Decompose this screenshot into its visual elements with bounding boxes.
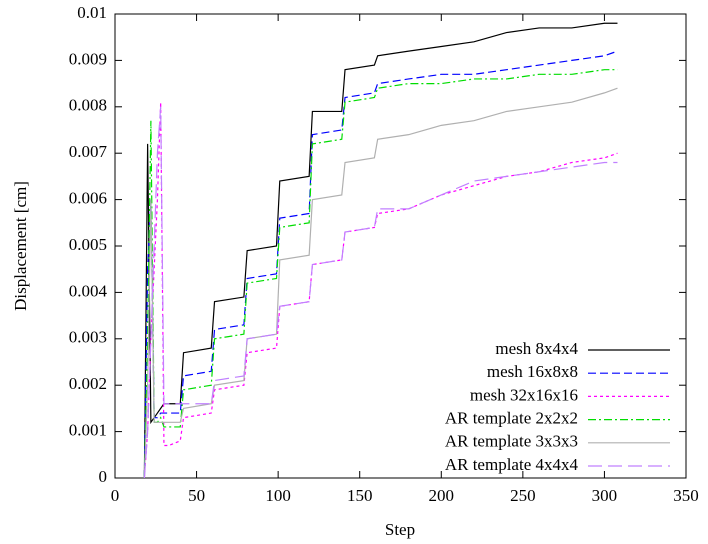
legend-label: AR template 3x3x3 (445, 432, 578, 451)
x-tick-label: 300 (592, 486, 618, 505)
series-line (143, 69, 618, 479)
x-axis-label: Step (385, 520, 415, 539)
series-line (143, 22, 618, 479)
series-line (143, 87, 618, 479)
series-line (143, 106, 618, 479)
series-line (143, 50, 618, 479)
y-tick-label: 0.008 (69, 96, 107, 115)
y-tick-label: 0.002 (69, 374, 107, 393)
y-tick-label: 0.01 (77, 3, 107, 22)
x-tick-label: 150 (347, 486, 373, 505)
legend-label: AR template 2x2x2 (445, 409, 578, 428)
y-axis-label: Displacement [cm] (11, 181, 30, 311)
y-tick-label: 0.001 (69, 421, 107, 440)
y-tick-label: 0.006 (69, 189, 107, 208)
series-line (143, 102, 618, 479)
legend-label: mesh 32x16x16 (470, 385, 578, 404)
x-tick-label: 100 (265, 486, 291, 505)
x-tick-label: 250 (510, 486, 536, 505)
x-tick-label: 0 (111, 486, 120, 505)
x-tick-label: 50 (188, 486, 205, 505)
legend-label: AR template 4x4x4 (445, 455, 579, 474)
x-tick-label: 200 (429, 486, 455, 505)
y-tick-label: 0.009 (69, 49, 107, 68)
legend-label: mesh 8x4x4 (495, 339, 578, 358)
legend-label: mesh 16x8x8 (487, 362, 578, 381)
y-tick-label: 0.007 (69, 142, 108, 161)
plot-frame (114, 13, 687, 479)
y-tick-label: 0.003 (69, 328, 107, 347)
x-tick-label: 350 (673, 486, 699, 505)
y-tick-label: 0.005 (69, 235, 107, 254)
y-tick-label: 0.004 (69, 281, 108, 300)
y-tick-label: 0 (99, 467, 108, 486)
